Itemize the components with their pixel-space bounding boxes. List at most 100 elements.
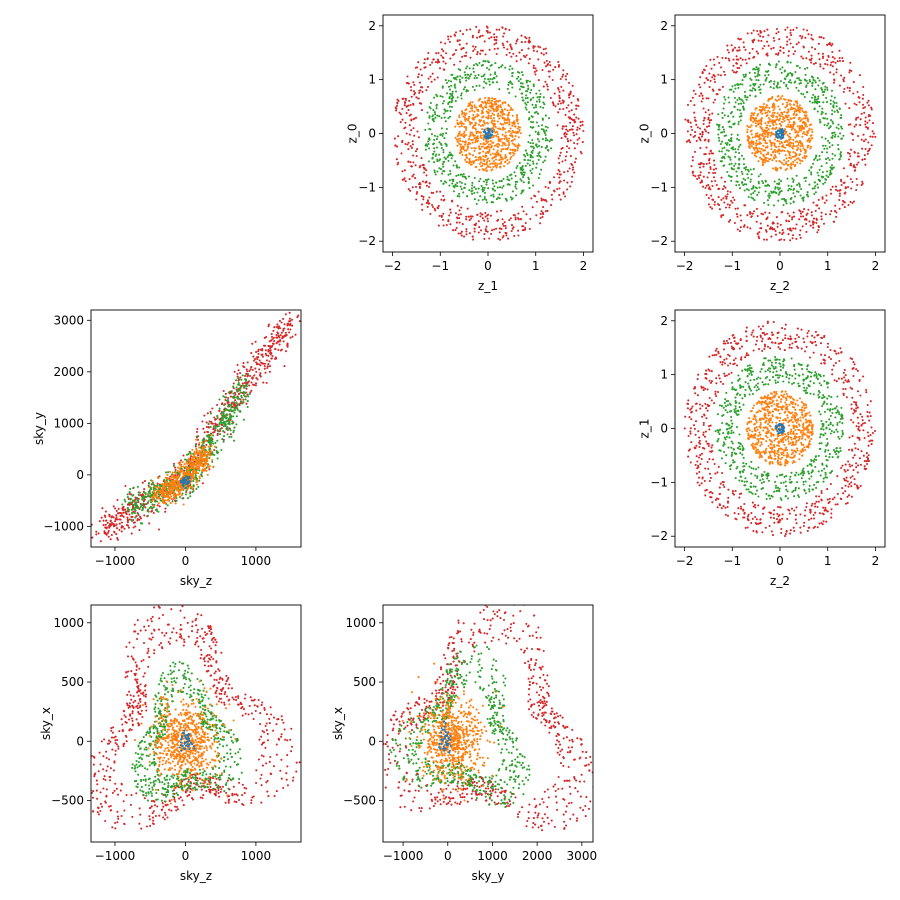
data-point <box>465 79 468 82</box>
data-point <box>699 76 702 79</box>
data-point <box>792 151 795 154</box>
data-point <box>721 111 724 114</box>
y-axis-label: z_0 <box>346 124 360 144</box>
data-point <box>775 53 778 56</box>
data-point <box>492 123 495 126</box>
data-point <box>462 191 465 194</box>
data-point <box>482 150 485 153</box>
data-point <box>686 103 690 106</box>
data-point <box>137 493 140 496</box>
data-point <box>712 168 715 171</box>
data-point <box>270 335 274 339</box>
data-point <box>116 538 119 541</box>
data-point <box>248 384 251 387</box>
data-point <box>115 516 118 519</box>
data-point <box>432 118 435 121</box>
data-point <box>497 112 500 115</box>
data-point <box>757 52 760 55</box>
data-point <box>744 168 747 171</box>
data-point <box>259 372 262 375</box>
data-point <box>441 102 445 105</box>
data-point <box>164 510 167 513</box>
data-point <box>771 115 774 119</box>
data-point <box>524 102 527 105</box>
data-point <box>520 179 523 182</box>
data-point <box>778 187 782 190</box>
data-point <box>506 178 509 181</box>
data-point <box>469 73 473 76</box>
data-point <box>526 162 529 165</box>
data-point <box>246 361 249 364</box>
data-point <box>705 162 708 165</box>
data-point <box>427 185 431 189</box>
data-point <box>473 198 476 201</box>
data-point <box>696 126 699 129</box>
data-point <box>463 136 466 139</box>
data-point <box>864 147 867 151</box>
data-point <box>809 139 812 142</box>
data-point <box>443 170 446 173</box>
data-point <box>500 179 503 182</box>
data-point <box>812 201 815 204</box>
data-point <box>497 237 500 240</box>
data-point <box>489 77 492 81</box>
data-point <box>857 161 860 164</box>
data-point <box>809 134 812 137</box>
data-point <box>796 161 799 164</box>
data-point <box>232 387 235 390</box>
data-point <box>837 143 840 146</box>
data-point <box>701 94 704 97</box>
data-point <box>579 124 582 127</box>
data-point <box>486 121 489 124</box>
data-point <box>752 141 755 144</box>
data-point <box>764 184 767 187</box>
data-point <box>723 146 726 149</box>
data-point <box>558 176 561 179</box>
data-point <box>729 190 732 194</box>
data-point <box>804 36 807 39</box>
data-point <box>801 225 804 228</box>
data-point <box>403 169 406 172</box>
data-point <box>714 179 717 183</box>
data-point <box>443 112 446 115</box>
data-point <box>709 188 712 191</box>
data-point <box>537 124 540 128</box>
data-point <box>434 154 437 158</box>
data-point <box>434 116 437 119</box>
data-point <box>520 49 523 52</box>
data-point <box>174 499 177 502</box>
data-point <box>817 174 820 177</box>
data-point <box>482 60 485 63</box>
data-point <box>476 51 479 54</box>
data-point <box>813 187 816 190</box>
data-point <box>804 217 807 220</box>
data-point <box>210 422 213 425</box>
data-point <box>758 186 761 189</box>
data-point <box>769 86 772 89</box>
data-point <box>799 162 802 165</box>
data-point <box>800 92 803 95</box>
data-point <box>771 159 774 162</box>
data-point <box>426 58 429 61</box>
data-point <box>782 231 785 234</box>
data-point <box>698 94 701 98</box>
data-point <box>473 110 476 113</box>
data-point <box>552 68 555 71</box>
data-point <box>764 106 767 109</box>
data-point <box>234 399 237 402</box>
data-point <box>515 114 519 117</box>
data-point <box>440 48 444 51</box>
data-point <box>817 178 820 181</box>
data-point <box>861 147 864 150</box>
data-point <box>791 155 794 158</box>
data-point <box>778 86 781 89</box>
data-point <box>404 121 407 124</box>
data-point <box>496 47 499 50</box>
data-point <box>461 33 465 36</box>
data-point <box>401 141 404 144</box>
data-point <box>505 234 508 237</box>
data-point <box>707 125 711 128</box>
data-point <box>538 89 541 92</box>
data-point <box>816 204 819 207</box>
data-point <box>797 131 800 134</box>
